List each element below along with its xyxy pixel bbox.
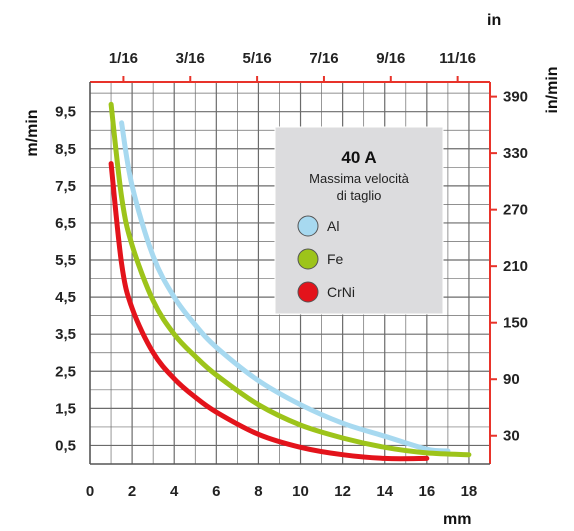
series-line-fe [108,101,472,458]
x-tick-label: 0 [86,483,94,500]
chart-subtitle-line-1: Massima velocità [309,171,409,186]
top-tick-label: 1/16 [109,50,138,67]
axes [89,76,497,465]
y-tick-label: 5,5 [55,252,76,269]
legend-entries: Al Fe CrNi [297,215,355,303]
y-tick-label: 9,5 [55,104,76,121]
y-tick-label: 1,5 [55,400,76,417]
right-tick-label: 270 [503,202,528,219]
chart-title: 40 A [341,148,376,167]
x-tick-label: 18 [461,483,478,500]
legend-swatch-crni [297,281,319,303]
legend-label-al: Al [327,218,339,234]
top-tick-label: 9/16 [376,50,405,67]
series-line-crni [108,161,430,462]
x-tick-label: 10 [292,483,309,500]
top-tick-label: 3/16 [176,50,205,67]
x-tick-label: 16 [418,483,435,500]
top-tick-label: 5/16 [243,50,272,67]
x-tick-label: 2 [128,483,136,500]
right-axis-title: in/min [544,66,561,113]
x-tick-label: 6 [212,483,220,500]
right-tick-label: 30 [503,428,520,445]
legend-label-crni: CrNi [327,284,355,300]
y-tick-label: 7,5 [55,178,76,195]
right-tick-label: 210 [503,258,528,275]
legend: 40 A Massima velocità di taglio Al Fe CrNi [274,126,444,315]
y-tick-label: 0,5 [55,437,76,454]
legend-swatch-fe [297,248,319,270]
top-tick-label: 11/16 [439,50,476,67]
chart-subtitle-line-2: di taglio [337,188,382,203]
curves [108,101,472,462]
y-tick-label: 6,5 [55,215,76,232]
top-tick-label: 7/16 [309,50,338,67]
y-tick-label: 8,5 [55,141,76,158]
x-tick-label: 12 [334,483,351,500]
y-tick-label: 4,5 [55,289,76,306]
right-tick-label: 390 [503,89,528,106]
x-axis-title: mm [443,511,471,528]
top-axis-title: in [487,12,501,29]
x-tick-label: 8 [254,483,262,500]
tick-labels: 0 2 4 6 8 10 12 14 16 18 1/16 3/16 5/16 7/16 9/16 11/16… [55,50,528,500]
legend-label-fe: Fe [327,251,344,267]
x-tick-label: 14 [376,483,393,500]
legend-swatch-al [297,215,319,237]
y-axis-title: m/min [24,109,41,156]
right-tick-label: 330 [503,145,528,162]
y-tick-label: 2,5 [55,363,76,380]
series-line-al [119,120,451,454]
right-tick-label: 90 [503,371,520,388]
y-tick-label: 3,5 [55,326,76,343]
right-tick-label: 150 [503,315,528,332]
x-tick-label: 4 [170,483,179,500]
